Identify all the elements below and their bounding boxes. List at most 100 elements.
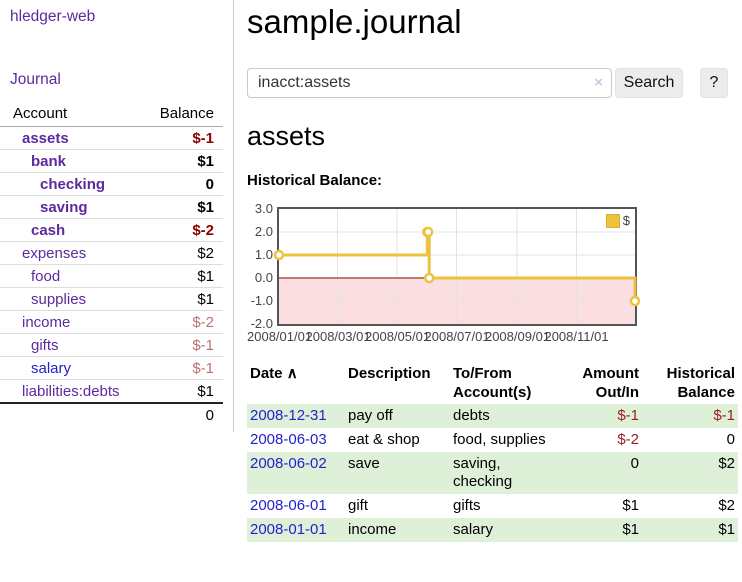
account-link[interactable]: liabilities:debts [22, 383, 120, 400]
main-content: sample.journal × Search ? assets Histori… [247, 0, 742, 582]
register-amount-cell: 0 [630, 455, 639, 472]
account-balance: $1 [197, 291, 214, 308]
account-link[interactable]: checking [40, 176, 106, 193]
register-header-date[interactable]: Date ∧ [247, 362, 345, 404]
account-name-cell: bank [0, 150, 146, 173]
register-amount-cell: $1 [622, 497, 639, 514]
register-header-accounts: To/From Account(s) [453, 365, 532, 401]
account-row: food $1 [0, 265, 223, 288]
legend-color-swatch [605, 213, 620, 228]
account-name-cell: supplies [0, 288, 146, 311]
accounts-header-row: Account Balance [0, 100, 223, 127]
register-row: 2008-06-02 save saving, checking 0 $2 [247, 452, 738, 494]
register-description-cell: income [348, 521, 397, 538]
account-balance: $-1 [192, 130, 214, 147]
register-amount-cell: $-2 [617, 431, 639, 448]
accounts-header-account: Account [0, 100, 146, 127]
app-brand-link[interactable]: hledger-web [10, 8, 96, 25]
clear-search-icon[interactable]: × [594, 74, 603, 91]
data-point-marker [629, 295, 641, 307]
account-link[interactable]: food [31, 268, 61, 285]
account-row: income $-2 [0, 311, 223, 334]
sidebar: hledger-web Journal Account Balance asse… [0, 0, 234, 432]
account-name-cell: cash [0, 219, 146, 242]
account-balance: $-1 [192, 360, 214, 377]
transaction-date-link[interactable]: 2008-06-01 [250, 497, 327, 514]
register-header-amount: Amount Out/In [582, 365, 639, 401]
search-bar: × [247, 68, 612, 98]
register-row: 2008-06-03 eat & shop food, supplies $-2 0 [247, 428, 738, 452]
account-name-cell: salary [0, 357, 146, 380]
register-description-cell: pay off [348, 407, 393, 424]
sidebar-item-journal[interactable]: Journal [10, 71, 61, 88]
register-balance-cell: $2 [718, 497, 735, 514]
account-balance: $-2 [192, 314, 214, 331]
register-row: 2008-12-31 pay off debts $-1 $-1 [247, 404, 738, 428]
account-row: assets $-1 [0, 127, 223, 150]
date-header-label: Date [250, 365, 283, 382]
account-link[interactable]: income [22, 314, 71, 331]
accounts-total-value: 0 [0, 402, 223, 426]
register-table: Date ∧ Description To/From Account(s) Am… [247, 362, 738, 542]
account-link[interactable]: supplies [31, 291, 87, 308]
account-name-cell: saving [0, 196, 146, 219]
register-date-cell: 2008-12-31 [247, 404, 345, 428]
x-tick-label: 2008/03/01 [305, 329, 371, 344]
x-tick-label: 2008/09/01 [484, 329, 551, 344]
search-input[interactable] [247, 68, 612, 98]
register-balance-cell: $-1 [713, 407, 735, 424]
register-date-cell: 2008-01-01 [247, 518, 345, 542]
transaction-date-link[interactable]: 2008-01-01 [250, 521, 327, 538]
data-point-marker [422, 226, 434, 238]
y-tick-label: 3.0 [254, 201, 273, 216]
account-balance: $-1 [192, 337, 214, 354]
account-name-cell: checking [0, 173, 146, 196]
legend-series-label: $ [622, 213, 630, 228]
account-link[interactable]: assets [22, 130, 69, 147]
register-date-cell: 2008-06-03 [247, 428, 345, 452]
x-tick-label: 2008/11/01 [544, 329, 609, 344]
y-tick-label: 1.0 [254, 247, 273, 262]
account-link[interactable]: saving [40, 199, 88, 216]
transaction-date-link[interactable]: 2008-06-02 [250, 455, 327, 472]
account-name-cell: liabilities:debts [0, 380, 146, 404]
account-link[interactable]: expenses [22, 245, 87, 262]
account-row: liabilities:debts $1 [0, 380, 223, 404]
accounts-header-balance: Balance [145, 100, 223, 127]
account-balance: $-2 [192, 222, 214, 239]
register-header-row: Date ∧ Description To/From Account(s) Am… [247, 362, 738, 404]
y-tick-label: -1.0 [250, 293, 273, 308]
search-button[interactable]: Search [615, 68, 683, 98]
account-link[interactable]: cash [31, 222, 66, 239]
account-name-cell: expenses [0, 242, 146, 265]
account-row: bank $1 [0, 150, 223, 173]
account-link[interactable]: bank [31, 153, 67, 170]
transaction-date-link[interactable]: 2008-06-03 [250, 431, 327, 448]
register-row: 2008-01-01 income salary $1 $1 [247, 518, 738, 542]
register-header-balance: Historical Balance [666, 365, 735, 401]
register-description-cell: save [348, 455, 380, 472]
account-balance: $1 [197, 199, 214, 216]
sort-asc-icon: ∧ [286, 365, 298, 382]
account-link[interactable]: gifts [31, 337, 59, 354]
account-name-cell: assets [0, 127, 146, 150]
y-tick-label: 2.0 [254, 224, 273, 239]
account-name-cell: food [0, 265, 146, 288]
account-link[interactable]: salary [31, 360, 72, 377]
register-row: 2008-06-01 gift gifts $1 $2 [247, 494, 738, 518]
account-name-cell: income [0, 311, 146, 334]
account-row: cash $-2 [0, 219, 223, 242]
account-page-title: assets [247, 121, 326, 151]
register-description-cell: gift [348, 497, 369, 514]
transaction-date-link[interactable]: 2008-12-31 [250, 407, 327, 424]
x-tick-label: 2008/01/01 [247, 329, 313, 344]
x-tick-label: 2008/07/01 [424, 329, 490, 344]
account-balance: $2 [197, 245, 214, 262]
help-button[interactable]: ? [700, 68, 728, 98]
register-accounts-cell: salary [453, 521, 494, 538]
account-balance: 0 [205, 176, 214, 193]
register-date-cell: 2008-06-01 [247, 494, 345, 518]
account-balance: $1 [197, 383, 214, 400]
x-tick-label: 2008/05/01 [365, 329, 431, 344]
register-balance-cell: 0 [726, 431, 735, 448]
